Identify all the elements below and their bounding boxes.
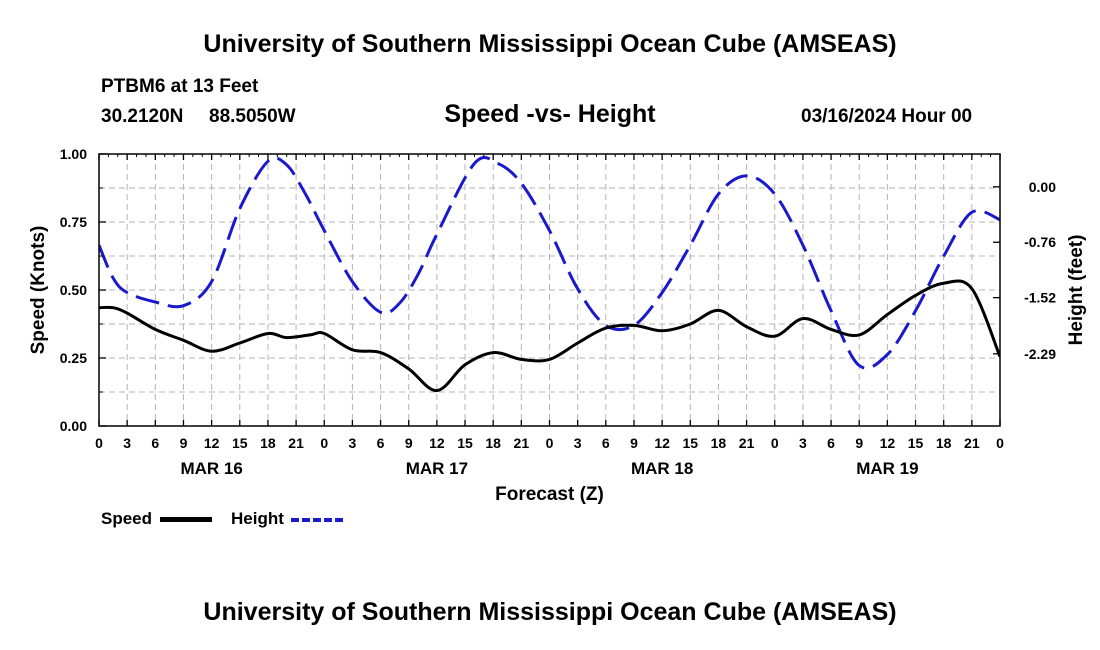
x-tick-label: 6 xyxy=(377,435,385,451)
run-timestamp: 03/16/2024 Hour 00 xyxy=(801,106,973,127)
y-axis-title: Speed (Knots) xyxy=(28,226,49,355)
x-tick-label: 3 xyxy=(799,435,807,451)
x-tick-label: 3 xyxy=(574,435,582,451)
axes-group: 0 3 6 9 12 15 18 21 0 3 6 9 12 15 18 21 0 3 6 9 12 15 18 21 0 3 6 9… xyxy=(60,146,1056,478)
x-tick-label: 6 xyxy=(827,435,835,451)
height-series-group xyxy=(99,155,1000,370)
x-tick-label: 21 xyxy=(739,435,755,451)
y2-axis-title: Height (feet) xyxy=(1066,235,1087,346)
x-tick-label: 12 xyxy=(654,435,670,451)
y-tick-label: 0.00 xyxy=(60,418,87,434)
legend-speed-swatch xyxy=(160,517,212,522)
y2-tick-label: -1.52 xyxy=(1024,290,1056,306)
grid-lines xyxy=(99,154,1000,426)
y2-tick-label: -2.29 xyxy=(1024,346,1056,362)
x-tick-label: 18 xyxy=(260,435,276,451)
x-tick-label: 0 xyxy=(771,435,779,451)
x-tick-label: 15 xyxy=(457,435,473,451)
day-label: MAR 16 xyxy=(180,459,242,478)
day-label: MAR 17 xyxy=(406,459,468,478)
x-tick-label: 6 xyxy=(602,435,610,451)
x-tick-label: 15 xyxy=(908,435,924,451)
x-tick-label: 0 xyxy=(95,435,103,451)
legend-height-swatch xyxy=(291,518,343,522)
x-tick-label: 12 xyxy=(204,435,220,451)
x-tick-label: 18 xyxy=(936,435,952,451)
x-tick-label: 3 xyxy=(349,435,357,451)
footer-title: University of Southern Mississippi Ocean… xyxy=(203,598,897,626)
x-tick-label: 9 xyxy=(855,435,863,451)
x-tick-label: 6 xyxy=(151,435,159,451)
y-tick-label: 0.50 xyxy=(60,282,87,298)
x-tick-label: 18 xyxy=(711,435,727,451)
height-series-line xyxy=(99,155,1000,370)
speed-series-line xyxy=(99,279,1000,393)
x-tick-label: 0 xyxy=(320,435,328,451)
x-tick-label: 18 xyxy=(485,435,501,451)
y-tick-label: 0.25 xyxy=(60,350,87,366)
x-tick-label: 12 xyxy=(880,435,896,451)
x-tick-label: 12 xyxy=(429,435,445,451)
station-latitude: 30.2120N xyxy=(101,106,184,127)
chart-subtitle: Speed -vs- Height xyxy=(444,100,656,128)
page-title: University of Southern Mississippi Ocean… xyxy=(203,30,897,58)
x-tick-label: 15 xyxy=(682,435,698,451)
x-axis-title: Forecast (Z) xyxy=(495,484,604,505)
x-tick-label: 0 xyxy=(546,435,554,451)
x-tick-label: 0 xyxy=(996,435,1004,451)
x-tick-label: 21 xyxy=(514,435,530,451)
y-tick-label: 1.00 xyxy=(60,146,87,162)
x-tick-label: 9 xyxy=(405,435,413,451)
y-tick-label: 0.75 xyxy=(60,214,87,230)
x-tick-label: 9 xyxy=(180,435,188,451)
station-longitude: 88.5050W xyxy=(209,106,296,127)
station-name: PTBM6 at 13 Feet xyxy=(101,76,259,97)
y2-tick-label: 0.00 xyxy=(1029,179,1056,195)
speed-series-group xyxy=(99,279,1000,393)
x-tick-label: 3 xyxy=(123,435,131,451)
legend-height-label: Height xyxy=(231,509,284,528)
x-tick-label: 15 xyxy=(232,435,248,451)
legend-speed-label: Speed xyxy=(101,509,153,528)
x-tick-label: 9 xyxy=(630,435,638,451)
y2-tick-label: -0.76 xyxy=(1024,234,1056,250)
x-tick-label: 21 xyxy=(964,435,980,451)
x-tick-label: 21 xyxy=(288,435,304,451)
day-label: MAR 19 xyxy=(856,459,918,478)
day-label: MAR 18 xyxy=(631,459,693,478)
